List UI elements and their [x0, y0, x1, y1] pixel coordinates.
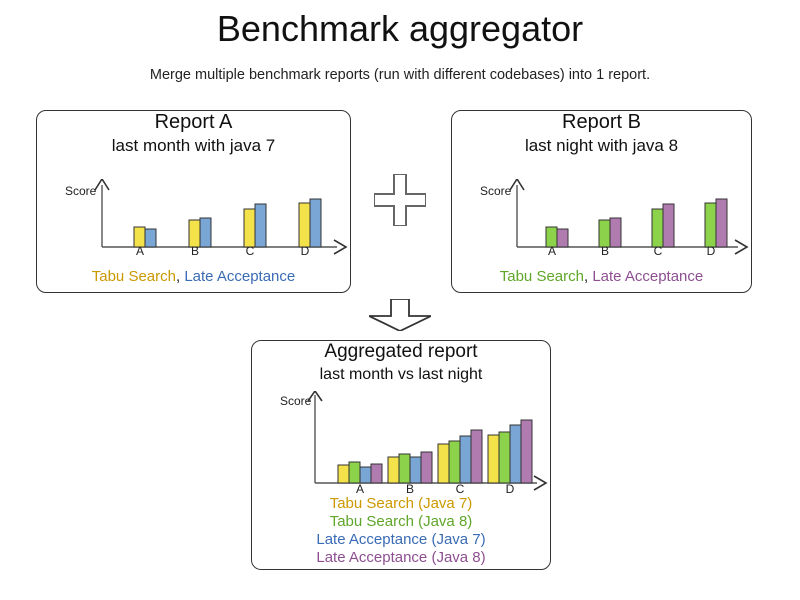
svg-text:D: D — [707, 244, 716, 255]
svg-text:Score: Score — [480, 184, 512, 198]
svg-text:D: D — [506, 482, 515, 495]
svg-text:B: B — [191, 244, 199, 255]
svg-text:C: C — [246, 244, 255, 255]
svg-text:B: B — [406, 482, 414, 495]
svg-text:C: C — [456, 482, 465, 495]
svg-text:B: B — [601, 244, 609, 255]
svg-text:Score: Score — [280, 394, 312, 408]
svg-text:A: A — [136, 244, 144, 255]
svg-text:A: A — [356, 482, 364, 495]
svg-text:A: A — [548, 244, 556, 255]
svg-text:Score: Score — [65, 184, 97, 198]
svg-text:C: C — [654, 244, 663, 255]
svg-text:D: D — [301, 244, 310, 255]
